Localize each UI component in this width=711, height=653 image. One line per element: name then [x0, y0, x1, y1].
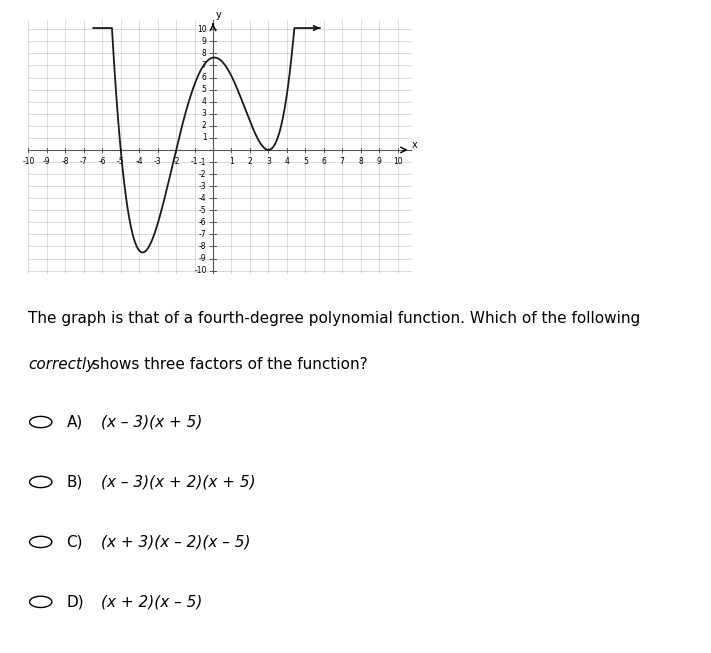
- Text: -2: -2: [199, 170, 207, 178]
- Text: x: x: [412, 140, 417, 150]
- Text: (x – 3)(x + 2)(x + 5): (x – 3)(x + 2)(x + 5): [101, 475, 256, 490]
- Text: -6: -6: [98, 157, 106, 166]
- Text: 8: 8: [202, 49, 207, 58]
- Text: 10: 10: [197, 25, 207, 34]
- Text: -4: -4: [135, 157, 143, 166]
- Text: correctly: correctly: [28, 357, 95, 372]
- Text: 1: 1: [202, 133, 207, 142]
- Text: 9: 9: [377, 157, 382, 166]
- Text: 3: 3: [202, 109, 207, 118]
- Text: -9: -9: [43, 157, 50, 166]
- Text: A): A): [67, 415, 82, 430]
- Text: -5: -5: [199, 206, 207, 215]
- Text: -5: -5: [117, 157, 124, 166]
- Text: B): B): [67, 475, 83, 490]
- Text: -1: -1: [191, 157, 198, 166]
- Text: 4: 4: [284, 157, 289, 166]
- Text: y: y: [215, 10, 221, 20]
- Text: -4: -4: [199, 194, 207, 202]
- Text: 5: 5: [303, 157, 308, 166]
- Text: -7: -7: [199, 230, 207, 239]
- Text: 6: 6: [202, 73, 207, 82]
- Text: 10: 10: [392, 157, 402, 166]
- Text: -9: -9: [199, 254, 207, 263]
- Text: (x + 3)(x – 2)(x – 5): (x + 3)(x – 2)(x – 5): [101, 534, 251, 549]
- Text: 1: 1: [229, 157, 234, 166]
- Text: 8: 8: [358, 157, 363, 166]
- Text: D): D): [67, 594, 84, 609]
- Text: shows three factors of the function?: shows three factors of the function?: [87, 357, 368, 372]
- Text: -6: -6: [199, 218, 207, 227]
- Text: 2: 2: [202, 121, 207, 131]
- Text: -10: -10: [22, 157, 35, 166]
- Text: -10: -10: [194, 266, 207, 275]
- Text: C): C): [67, 534, 83, 549]
- Text: (x – 3)(x + 5): (x – 3)(x + 5): [101, 415, 203, 430]
- Text: -8: -8: [62, 157, 69, 166]
- Text: 7: 7: [202, 61, 207, 70]
- Text: -3: -3: [199, 182, 207, 191]
- Text: -8: -8: [199, 242, 207, 251]
- Text: 7: 7: [340, 157, 345, 166]
- Text: -7: -7: [80, 157, 87, 166]
- Text: 2: 2: [247, 157, 252, 166]
- Text: -3: -3: [154, 157, 161, 166]
- Text: 3: 3: [266, 157, 271, 166]
- Text: 9: 9: [202, 37, 207, 46]
- Text: 5: 5: [202, 85, 207, 94]
- Text: The graph is that of a fourth-degree polynomial function. Which of the following: The graph is that of a fourth-degree pol…: [28, 311, 641, 326]
- Text: -2: -2: [172, 157, 180, 166]
- Text: (x + 2)(x – 5): (x + 2)(x – 5): [101, 594, 203, 609]
- Text: 4: 4: [202, 97, 207, 106]
- Text: 6: 6: [321, 157, 326, 166]
- Text: -1: -1: [199, 157, 207, 167]
